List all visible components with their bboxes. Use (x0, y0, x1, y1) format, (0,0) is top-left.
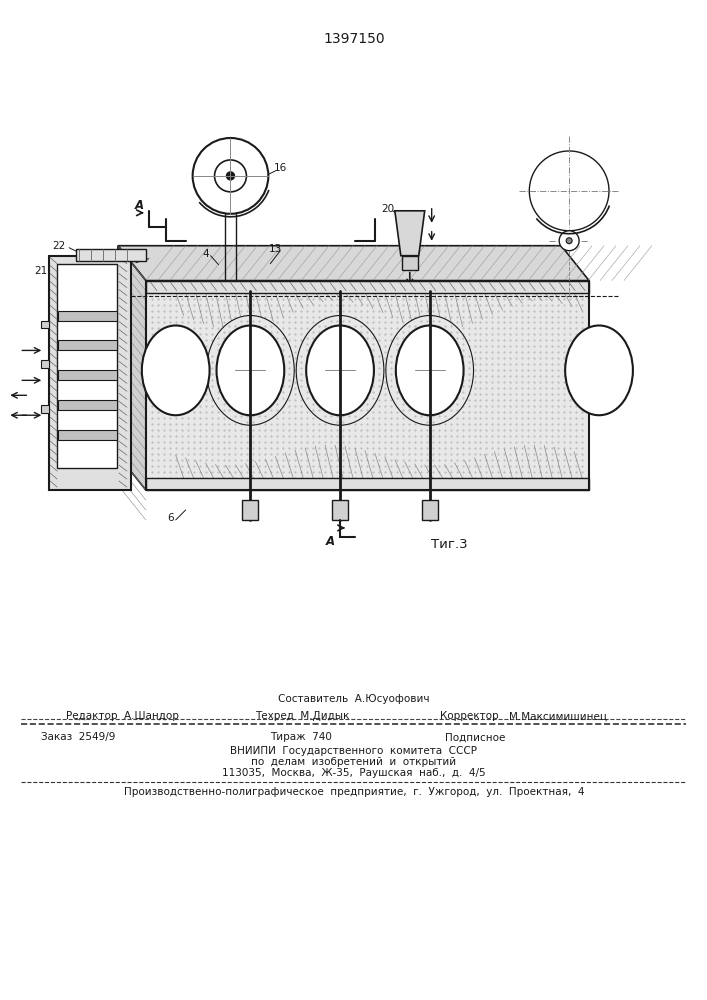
Text: Тираж  740: Тираж 740 (270, 732, 332, 742)
Text: 4: 4 (202, 249, 209, 259)
Text: 1397150: 1397150 (323, 32, 385, 46)
Text: 1: 1 (124, 261, 132, 271)
Text: 13: 13 (269, 244, 282, 254)
Polygon shape (146, 281, 589, 490)
Bar (332, 500, 348, 520)
Polygon shape (118, 246, 146, 490)
Bar (146, 281, 589, 293)
Circle shape (214, 160, 247, 192)
Circle shape (559, 231, 579, 251)
Text: М.Максимишинец: М.Максимишинец (509, 711, 607, 721)
Circle shape (192, 138, 269, 214)
Text: A: A (325, 535, 334, 548)
Bar (41, 405, 49, 413)
Bar (58, 430, 117, 440)
Bar (57, 264, 117, 468)
Ellipse shape (396, 325, 464, 415)
Circle shape (226, 172, 235, 180)
Text: Техред  М.Дидык: Техред М.Дидык (255, 711, 350, 721)
Text: Подписное: Подписное (445, 732, 505, 742)
Bar (402, 256, 418, 270)
Circle shape (566, 238, 572, 244)
Text: 21: 21 (35, 266, 48, 276)
Text: Заказ  2549/9: Заказ 2549/9 (41, 732, 116, 742)
Bar (49, 256, 131, 490)
Text: ВНИИПИ  Государственного  комитета  СССР: ВНИИПИ Государственного комитета СССР (230, 746, 477, 756)
Text: 22: 22 (52, 241, 66, 251)
Ellipse shape (386, 316, 474, 425)
Polygon shape (395, 211, 425, 256)
Bar (243, 500, 258, 520)
Text: 113035,  Москва,  Ж-35,  Раушская  наб.,  д.  4/5: 113035, Москва, Ж-35, Раушская наб., д. … (222, 768, 486, 778)
Text: 16: 16 (274, 163, 287, 173)
Bar (76, 249, 146, 261)
Bar (58, 370, 117, 380)
Bar (58, 400, 117, 410)
Polygon shape (118, 246, 589, 281)
Text: A: A (134, 199, 144, 212)
Bar (146, 478, 589, 490)
Text: Корректор: Корректор (440, 711, 498, 721)
Text: 6: 6 (168, 513, 174, 523)
Text: Составитель  А.Юсуофович: Составитель А.Юсуофович (279, 694, 430, 704)
Bar (422, 500, 438, 520)
Ellipse shape (565, 325, 633, 415)
Bar (41, 320, 49, 328)
Text: Τиг.3: Τиг.3 (431, 538, 468, 551)
Ellipse shape (296, 316, 384, 425)
Ellipse shape (216, 325, 284, 415)
Circle shape (530, 151, 609, 231)
Bar (41, 360, 49, 368)
Bar (58, 311, 117, 320)
Text: по  делам  изобретений  и  открытий: по делам изобретений и открытий (252, 757, 457, 767)
Bar (58, 340, 117, 350)
Ellipse shape (306, 325, 374, 415)
Text: Производственно-полиграфическое  предприятие,  г.  Ужгород,  ул.  Проектная,  4: Производственно-полиграфическое предприя… (124, 787, 584, 797)
Text: Редактор  А.Шандор: Редактор А.Шандор (66, 711, 179, 721)
Text: 20: 20 (381, 204, 395, 214)
Ellipse shape (206, 316, 294, 425)
Ellipse shape (142, 325, 209, 415)
